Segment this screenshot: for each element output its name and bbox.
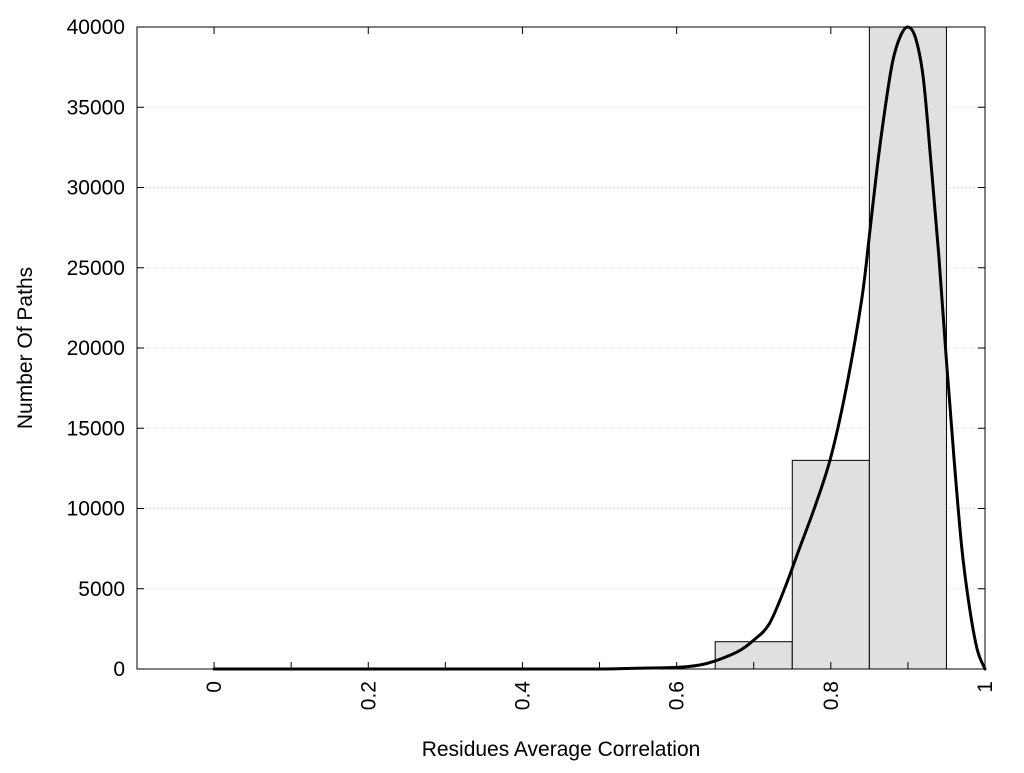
x-tick-label: 0.4 bbox=[511, 681, 534, 711]
histogram-bar bbox=[868, 26, 947, 670]
y-axis-label: Number Of Paths bbox=[14, 267, 37, 429]
x-tick-labels: 0 0.2 0.4 0.6 0.8 1 bbox=[203, 681, 997, 711]
x-tick-label: 0.8 bbox=[820, 681, 843, 710]
y-tick-label: 0 bbox=[113, 658, 125, 681]
y-tick-label: 40000 bbox=[67, 16, 125, 39]
x-tick-label: 0 bbox=[203, 681, 226, 693]
axis-ticks bbox=[137, 26, 986, 670]
gridlines bbox=[137, 106, 985, 590]
y-tick-label: 25000 bbox=[67, 257, 125, 280]
y-tick-label: 35000 bbox=[67, 96, 125, 119]
x-tick-label: 0.6 bbox=[666, 681, 689, 710]
x-tick-label: 1 bbox=[974, 681, 997, 693]
x-axis-label: Residues Average Correlation bbox=[422, 738, 701, 761]
y-tick-label: 15000 bbox=[67, 417, 125, 440]
y-tick-label: 5000 bbox=[78, 578, 125, 601]
x-tick-label: 0.2 bbox=[357, 681, 380, 710]
y-tick-label: 20000 bbox=[67, 337, 125, 360]
y-tick-labels: 0 5000 10000 15000 20000 25000 30000 35000 40000 bbox=[67, 16, 125, 681]
y-tick-label: 30000 bbox=[67, 177, 125, 200]
y-tick-label: 10000 bbox=[67, 498, 125, 521]
histogram-bar bbox=[791, 459, 870, 670]
